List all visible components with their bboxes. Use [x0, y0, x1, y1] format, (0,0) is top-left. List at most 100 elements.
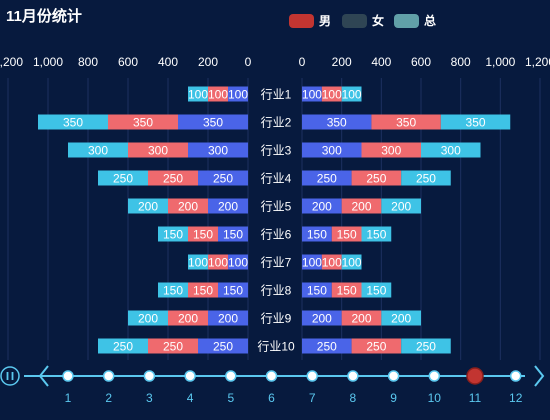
right-x-tick-label: 1,200 [525, 55, 550, 69]
timeline-point[interactable] [387, 370, 400, 382]
right-bar-segment[interactable] [331, 282, 362, 298]
legend-item-total[interactable]: 总 [394, 12, 436, 29]
timeline-point-active[interactable] [466, 367, 484, 385]
right-bar-segment[interactable] [302, 170, 352, 186]
left-bar-segment[interactable] [218, 282, 248, 298]
left-bar-segment[interactable] [98, 170, 148, 186]
left-bar-segment[interactable] [208, 86, 228, 102]
right-bar-segment[interactable] [381, 198, 421, 214]
left-bar-segment[interactable] [148, 338, 198, 354]
legend-item-female[interactable]: 女 [342, 12, 384, 29]
right-bar-segment[interactable] [401, 338, 451, 354]
timeline-label[interactable]: 3 [146, 391, 153, 405]
legend-item-male[interactable]: 男 [289, 12, 331, 29]
right-bar-segment[interactable] [341, 198, 382, 214]
right-bar-segment[interactable] [351, 170, 402, 186]
right-bar-segment[interactable] [341, 86, 362, 102]
left-bar-segment[interactable] [208, 198, 248, 214]
left-bar-segment[interactable] [188, 254, 208, 270]
timeline-label[interactable]: 1 [65, 391, 72, 405]
timeline-label[interactable]: 12 [509, 391, 523, 405]
right-bar-segment[interactable] [302, 114, 372, 130]
timeline-label[interactable]: 5 [227, 391, 234, 405]
right-bar-segment[interactable] [381, 310, 421, 326]
timeline-label[interactable]: 8 [350, 391, 357, 405]
left-bar-segment[interactable] [198, 338, 248, 354]
right-bar-segment[interactable] [331, 226, 362, 242]
timeline-point[interactable] [347, 370, 359, 382]
left-bar-segment[interactable] [168, 198, 208, 214]
left-bar-segment[interactable] [108, 114, 178, 130]
right-bar-segment[interactable] [302, 254, 322, 270]
timeline-label[interactable]: 7 [309, 391, 316, 405]
left-bar-segment[interactable] [148, 170, 198, 186]
left-bar-segment[interactable] [158, 282, 188, 298]
right-bar-segment[interactable] [302, 142, 362, 158]
timeline-label[interactable]: 9 [390, 391, 397, 405]
left-bar-segment[interactable] [218, 226, 248, 242]
chevron-right-icon[interactable] [534, 365, 545, 387]
left-bar-segment[interactable] [98, 338, 148, 354]
timeline-point[interactable] [62, 370, 74, 382]
left-bar-segment[interactable] [128, 198, 168, 214]
legend-label-total: 总 [424, 14, 437, 28]
left-bar-segment[interactable] [228, 86, 248, 102]
left-bar-segment[interactable] [178, 114, 248, 130]
chevron-left-icon[interactable] [38, 365, 49, 387]
timeline-point[interactable] [184, 370, 196, 382]
left-bar-segment[interactable] [168, 310, 208, 326]
timeline-label[interactable]: 4 [187, 391, 194, 405]
right-bar-segment[interactable] [302, 338, 352, 354]
right-bar-segment[interactable] [302, 310, 342, 326]
right-bar-segment[interactable] [371, 114, 441, 130]
right-bar-segment[interactable] [302, 226, 332, 242]
right-bar-data-label: 100 [302, 256, 322, 270]
left-bar-segment[interactable] [188, 142, 248, 158]
left-bar-segment[interactable] [198, 170, 248, 186]
right-bar-segment[interactable] [302, 198, 342, 214]
timeline-point[interactable] [509, 370, 522, 382]
left-x-tick-label: 1,200 [0, 55, 23, 69]
right-bar-segment[interactable] [341, 310, 382, 326]
timeline-point[interactable] [225, 370, 237, 382]
timeline-label[interactable]: 2 [105, 391, 112, 405]
right-bar-segment[interactable] [361, 142, 422, 158]
left-bar-segment[interactable] [38, 114, 108, 130]
right-bar-segment[interactable] [351, 338, 402, 354]
left-bar-segment[interactable] [158, 226, 188, 242]
left-bar-segment[interactable] [188, 282, 218, 298]
timeline-point[interactable] [143, 370, 156, 382]
left-bar-data-label: 100 [228, 88, 248, 102]
left-bar-segment[interactable] [128, 142, 188, 158]
right-bar-segment[interactable] [321, 86, 342, 102]
right-bar-data-label: 200 [391, 200, 411, 214]
timeline-point[interactable] [306, 370, 318, 382]
left-bar-segment[interactable] [188, 226, 218, 242]
right-bar-segment[interactable] [361, 282, 392, 298]
timeline-label[interactable]: 6 [268, 391, 275, 405]
right-bar-segment[interactable] [341, 254, 362, 270]
left-bar-segment[interactable] [68, 142, 128, 158]
right-x-tick-label: 600 [411, 55, 431, 69]
right-bar-segment[interactable] [302, 282, 332, 298]
right-bar-segment[interactable] [302, 86, 322, 102]
right-bar-data-label: 100 [322, 256, 342, 270]
right-bar-segment[interactable] [421, 142, 481, 158]
left-bar-segment[interactable] [228, 254, 248, 270]
right-bar-segment[interactable] [321, 254, 342, 270]
timeline-label[interactable]: 11 [469, 391, 482, 405]
left-bar-segment[interactable] [208, 254, 228, 270]
timeline-label[interactable]: 10 [428, 391, 442, 405]
right-bar-data-label: 250 [366, 172, 386, 186]
left-bar-segment[interactable] [208, 310, 248, 326]
right-bar-segment[interactable] [440, 114, 511, 130]
left-bar-segment[interactable] [188, 86, 208, 102]
pause-icon[interactable] [0, 366, 20, 386]
right-bar-segment[interactable] [401, 170, 451, 186]
timeline-point[interactable] [265, 370, 278, 382]
timeline-point[interactable] [428, 370, 441, 382]
right-bar-data-label: 100 [342, 256, 362, 270]
right-bar-segment[interactable] [361, 226, 392, 242]
timeline-point[interactable] [102, 370, 115, 382]
left-bar-segment[interactable] [128, 310, 168, 326]
